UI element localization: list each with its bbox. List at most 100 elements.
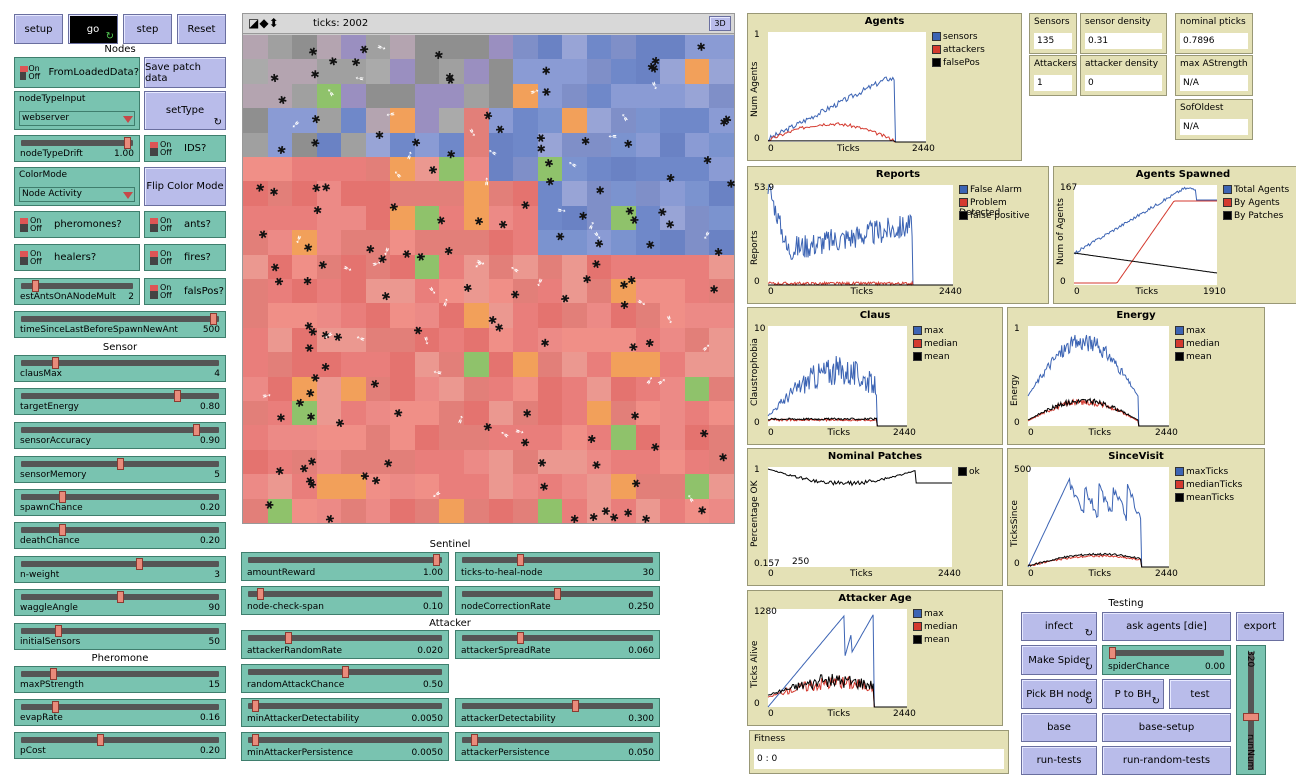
attackerspreadrate-slider[interactable]: attackerSpreadRate 0.060 xyxy=(455,630,660,659)
ask-agents-button[interactable]: ask agents [die] xyxy=(1102,612,1231,641)
slider-knob[interactable] xyxy=(51,357,59,369)
legend-item: max xyxy=(913,609,944,619)
slider-knob[interactable] xyxy=(116,591,124,603)
sensormemory-slider[interactable]: sensorMemory 5 xyxy=(14,456,226,483)
p-to-bh-button[interactable]: P to BH ↻ xyxy=(1102,679,1164,709)
fires-switch[interactable]: On Off fires? xyxy=(144,244,226,271)
minattackerdetect-slider[interactable]: minAttackerDetectability 0.0050 xyxy=(241,698,449,727)
amountreward-slider[interactable]: amountReward 1.00 xyxy=(241,552,449,581)
plot-title: Energy xyxy=(1116,310,1156,321)
settype-button[interactable]: setType ↻ xyxy=(144,91,226,130)
setup-button[interactable]: setup xyxy=(14,14,63,44)
slider-knob[interactable] xyxy=(572,700,580,712)
nweight-slider[interactable]: n-weight 3 xyxy=(14,556,226,583)
slider-knob[interactable] xyxy=(1109,647,1116,659)
flip-color-button[interactable]: Flip Color Mode xyxy=(144,167,226,206)
world-view[interactable]: ◪◆⬍ ticks: 2002 3D ➶ ✱ ✱ ✱ ✱ ✱ ✱ ✱ ➶ ✱ ➶ ✱ ✱ ✱ ✱ ✱ ✱ ✱ ➶ ✱ ➶… xyxy=(242,13,738,527)
slider-knob[interactable] xyxy=(554,588,561,600)
ants-switch[interactable]: On Off ants? xyxy=(144,211,226,238)
infect-button[interactable]: infect ↻ xyxy=(1021,612,1097,641)
slider-knob[interactable] xyxy=(471,734,479,746)
maxpstrength-slider[interactable]: maxPStrength 15 xyxy=(14,666,226,693)
legend-swatch xyxy=(913,622,922,631)
slider-knob[interactable] xyxy=(55,625,63,637)
slider-knob[interactable] xyxy=(51,701,59,713)
slider-knob[interactable] xyxy=(116,458,124,470)
attackerpersist-slider[interactable]: attackerPersistence 0.050 xyxy=(455,732,660,761)
waggleangle-slider[interactable]: waggleAngle 90 xyxy=(14,589,226,616)
slider-knob[interactable] xyxy=(257,588,265,600)
run-random-tests-button[interactable]: run-random-tests xyxy=(1102,746,1231,775)
ticks-counter: ticks: 2002 xyxy=(313,18,369,29)
slider-knob[interactable] xyxy=(251,734,259,746)
plot-xmax: 1910 xyxy=(1203,287,1226,297)
slider-knob[interactable] xyxy=(285,632,293,644)
slider-knob[interactable] xyxy=(210,313,218,325)
spiderchance-slider[interactable]: spiderChance 0.00 xyxy=(1102,645,1231,675)
color-mode-chooser[interactable]: ColorMode Node Activity xyxy=(14,167,140,206)
slider-knob[interactable] xyxy=(251,700,259,712)
pheromones-switch[interactable]: On Off pheromones? xyxy=(14,211,140,238)
deathchance-slider[interactable]: deathChance 0.20 xyxy=(14,522,226,549)
slider-knob[interactable] xyxy=(97,734,105,746)
go-button[interactable]: go ↻ xyxy=(68,14,118,44)
ids-switch[interactable]: On Off IDS? xyxy=(144,135,226,162)
tickstoheal-slider[interactable]: ticks-to-heal-node 30 xyxy=(455,552,660,581)
evaprate-slider[interactable]: evapRate 0.16 xyxy=(14,699,226,726)
base-setup-button[interactable]: base-setup xyxy=(1102,713,1231,742)
step-button[interactable]: step xyxy=(123,14,172,44)
run-tests-button[interactable]: run-tests xyxy=(1021,746,1097,775)
healers-switch[interactable]: On Off healers? xyxy=(14,244,140,271)
targetenergy-slider[interactable]: targetEnergy 0.80 xyxy=(14,388,226,415)
estants-slider[interactable]: estAntsOnANodeMult 2 xyxy=(14,278,140,305)
3d-button[interactable]: 3D xyxy=(709,16,731,31)
nodetypedrift-slider[interactable]: nodeTypeDrift 1.00 xyxy=(14,135,140,162)
make-spider-button[interactable]: Make Spider ↻ xyxy=(1021,645,1097,675)
slider-knob[interactable] xyxy=(123,137,131,149)
on-label: On xyxy=(160,139,172,149)
base-button[interactable]: base xyxy=(1021,713,1097,742)
sensoraccuracy-slider[interactable]: sensorAccuracy 0.90 xyxy=(14,422,226,449)
slider-knob[interactable] xyxy=(49,668,57,680)
slider-knob[interactable] xyxy=(59,524,67,536)
slider-knob[interactable] xyxy=(173,390,181,402)
section-testing: Testing xyxy=(1108,598,1144,609)
patch-grid[interactable]: ➶ ✱ ✱ ✱ ✱ ✱ ✱ ✱ ➶ ✱ ➶ ✱ ✱ ✱ ✱ ✱ ✱ ✱ ➶ ✱ ➶ ✱ ✱ ✱ ✱ ➶ ➶ ✱ ✱ ➶ ✱ ✱ ✱ ✱ ✱ ➶ ✱ ✱ ✱ ✱… xyxy=(243,35,738,527)
slider-knob[interactable] xyxy=(341,666,349,678)
fromloaded-switch[interactable]: On Off FromLoadedData? xyxy=(14,57,140,88)
save-patch-button[interactable]: Save patch data xyxy=(144,57,226,88)
node-type-chooser[interactable]: nodeTypeInput webserver xyxy=(14,91,140,130)
slider-knob[interactable] xyxy=(1243,712,1259,721)
clausmax-slider[interactable]: clausMax 4 xyxy=(14,355,226,382)
slider-knob[interactable] xyxy=(59,491,67,503)
randomattackchance-slider[interactable]: randomAttackChance 0.50 xyxy=(241,664,449,693)
slider-value: 0.0050 xyxy=(411,748,444,758)
slider-knob[interactable] xyxy=(433,554,441,566)
monitor-sofoldest: SofOldest N/A xyxy=(1175,99,1253,140)
slider-knob[interactable] xyxy=(192,424,200,436)
setup-label: setup xyxy=(24,23,53,35)
monitor-label: max AStrength xyxy=(1180,59,1248,69)
slider-knob[interactable] xyxy=(517,554,525,566)
falspos-switch[interactable]: On Off falsPos? xyxy=(144,278,226,305)
switch-toggle xyxy=(20,65,29,80)
pick-bh-button[interactable]: Pick BH node ↻ xyxy=(1021,679,1097,709)
attackerrandomrate-slider[interactable]: attackerRandomRate 0.020 xyxy=(241,630,449,659)
pcost-slider[interactable]: pCost 0.20 xyxy=(14,732,226,759)
export-button[interactable]: export xyxy=(1236,612,1284,641)
plot-title: Nominal Patches xyxy=(827,451,923,462)
reset-button[interactable]: Reset xyxy=(177,14,226,44)
slider-knob[interactable] xyxy=(31,280,39,292)
nodecorrection-slider[interactable]: nodeCorrectionRate 0.250 xyxy=(455,586,660,615)
runnum-slider[interactable]: 320 runNum xyxy=(1236,645,1266,775)
slider-knob[interactable] xyxy=(135,558,143,570)
initialsensors-slider[interactable]: initialSensors 50 xyxy=(14,623,226,650)
spawnchance-slider[interactable]: spawnChance 0.20 xyxy=(14,489,226,516)
nodecheckspan-slider[interactable]: node-check-span 0.10 xyxy=(241,586,449,615)
attackerdetect-slider[interactable]: attackerDetectability 0.300 xyxy=(455,698,660,727)
minattackerpersist-slider[interactable]: minAttackerPersistence 0.0050 xyxy=(241,732,449,761)
slider-knob[interactable] xyxy=(517,632,525,644)
test-button[interactable]: test xyxy=(1169,679,1231,709)
timesince-slider[interactable]: timeSinceLastBeforeSpawnNewAnt 500 xyxy=(14,311,226,338)
view-control-icon[interactable]: ◪◆⬍ xyxy=(248,16,279,30)
